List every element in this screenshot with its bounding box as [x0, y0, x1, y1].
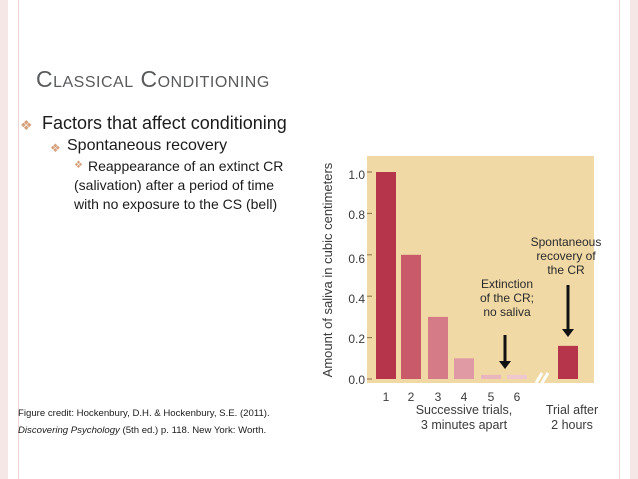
- annotation-recovery-line3: the CR: [522, 263, 610, 277]
- x-tick-1: 1: [379, 390, 393, 404]
- x-group2-label-line1: Trial after: [540, 403, 604, 418]
- annotation-recovery-line1: Spontaneous: [522, 235, 610, 249]
- bar-2: [401, 255, 421, 379]
- credit-book-rest: (5th ed.) p. 118. New York: Worth.: [120, 425, 266, 436]
- bar-7: [558, 346, 578, 379]
- annotation-extinction: Extinction of the CR; no saliva: [468, 277, 546, 319]
- left-edge-band: [0, 0, 8, 479]
- bar-4: [454, 358, 474, 379]
- right-rule-line: [619, 0, 620, 479]
- x-tick-4: 4: [457, 390, 471, 404]
- bullet-diamond-icon: ❖: [20, 117, 33, 134]
- y-tick-1-0: 1.0: [335, 168, 365, 182]
- y-tick-0-2: 0.2: [335, 332, 365, 346]
- annotation-recovery-line2: recovery of: [522, 249, 610, 263]
- bullet-reappearance-text: Reappearance of an extinct CR (salivatio…: [74, 157, 294, 214]
- y-tick-0: 0.0: [335, 373, 365, 387]
- bar-5: [481, 375, 501, 379]
- annotation-extinction-line3: no saliva: [468, 305, 546, 319]
- bullet-diamond-icon: ❖: [50, 141, 61, 155]
- x-tick-6: 6: [510, 390, 524, 404]
- x-group2-label-line2: 2 hours: [540, 418, 604, 433]
- x-group-label-line1: Successive trials,: [394, 403, 534, 418]
- bar-3: [428, 317, 448, 379]
- x-tick-2: 2: [404, 390, 418, 404]
- x-tick-5: 5: [484, 390, 498, 404]
- annotation-extinction-line2: of the CR;: [468, 291, 546, 305]
- annotation-recovery: Spontaneous recovery of the CR: [522, 235, 610, 277]
- bar-6: [507, 375, 527, 379]
- bullet-spontaneous-text: Spontaneous recovery: [67, 137, 227, 155]
- figure-credit: Figure credit: Hockenbury, D.H. & Hocken…: [18, 405, 308, 439]
- y-tick-0-8: 0.8: [335, 208, 365, 222]
- annotation-extinction-line1: Extinction: [468, 277, 546, 291]
- credit-line-1: Figure credit: Hockenbury, D.H. & Hocken…: [18, 405, 308, 422]
- slide-title: Classical Conditioning: [36, 66, 270, 93]
- credit-line-2: Discovering Psychology (5th ed.) p. 118.…: [18, 422, 308, 439]
- y-axis-label: Amount of saliva in cubic centimeters: [320, 157, 335, 383]
- credit-book-title: Discovering Psychology: [18, 425, 120, 436]
- bullet-factors-text: Factors that affect conditioning: [42, 113, 287, 134]
- x-group-label-trials: Successive trials, 3 minutes apart: [394, 403, 534, 433]
- y-tick-0-6: 0.6: [335, 252, 365, 266]
- right-edge-band: [630, 0, 638, 479]
- x-tick-3: 3: [431, 390, 445, 404]
- y-tick-0-4: 0.4: [335, 292, 365, 306]
- bar-1: [376, 172, 396, 379]
- x-group-label-line2: 3 minutes apart: [394, 418, 534, 433]
- x-group-label-recovery: Trial after 2 hours: [540, 403, 604, 433]
